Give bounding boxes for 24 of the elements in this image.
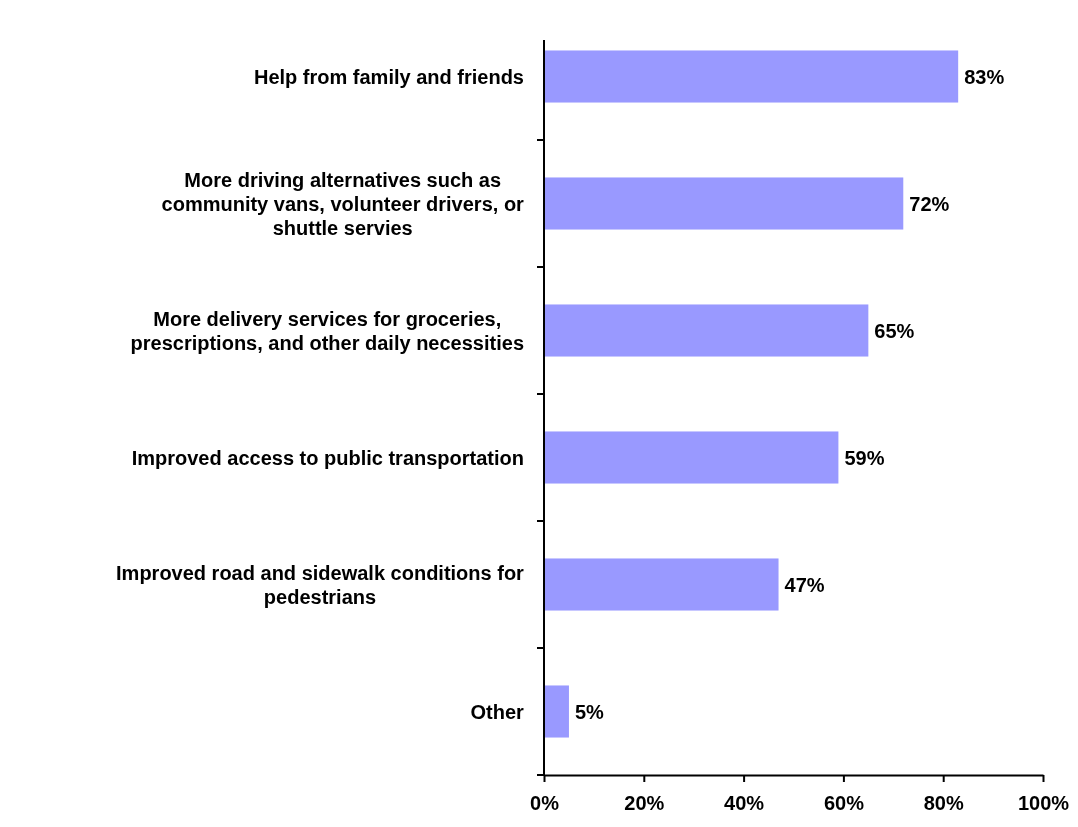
data-label: 65%	[874, 319, 915, 342]
y-tick-label: Help from family and friends	[253, 65, 524, 88]
x-tick-label: 40%	[724, 792, 765, 815]
x-tick-label: 20%	[624, 792, 665, 815]
data-label: 83%	[964, 65, 1005, 88]
bar	[544, 431, 839, 484]
bar	[544, 685, 569, 738]
bar	[544, 50, 959, 103]
x-tick-label: 100%	[1017, 792, 1070, 815]
data-label: 5%	[574, 700, 605, 723]
y-tick-label: Improved road and sidewalk conditions for pedestrians	[116, 561, 525, 608]
x-tick-label: 80%	[923, 792, 964, 815]
y-tick-label: More driving alternatives such as community vans, volunteer drivers, or shuttle servies	[161, 168, 525, 239]
bar	[544, 558, 779, 611]
bar	[544, 304, 869, 357]
data-label: 72%	[909, 192, 950, 215]
data-label: 47%	[784, 573, 825, 596]
data-label: 59%	[844, 446, 885, 469]
x-tick-label: 60%	[823, 792, 865, 815]
bar	[544, 177, 904, 230]
y-tick-label: Other	[470, 700, 525, 723]
y-tick-label: Improved access to public transportation	[131, 446, 524, 469]
x-tick-label: 0%	[530, 792, 560, 815]
y-tick-label: More delivery services for groceries, prescriptions, and other daily necessities	[130, 307, 524, 354]
